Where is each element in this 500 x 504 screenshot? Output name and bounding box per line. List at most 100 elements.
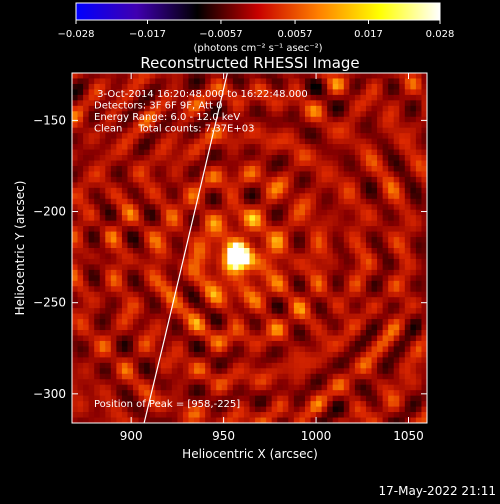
heatmap-cell [327, 127, 334, 134]
heatmap-cell [155, 308, 162, 315]
heatmap-cell [155, 215, 162, 222]
heatmap-cell [327, 73, 334, 79]
heatmap-cell [338, 406, 345, 413]
heatmap-cell [166, 133, 173, 140]
heatmap-cell [360, 215, 367, 222]
heatmap-cell [399, 89, 406, 96]
heatmap-cell [299, 89, 306, 96]
heatmap-cell [360, 384, 367, 391]
heatmap-cell [133, 346, 139, 353]
heatmap-cell [255, 100, 261, 107]
heatmap-cell [171, 176, 178, 183]
heatmap-cell [199, 231, 206, 238]
heatmap-cell [105, 176, 112, 183]
heatmap-cell [149, 253, 156, 260]
heatmap-cell [182, 105, 189, 112]
heatmap-cell [121, 237, 128, 243]
heatmap-cell [299, 335, 306, 342]
heatmap-cell [371, 417, 378, 423]
heatmap-cell [133, 226, 139, 232]
heatmap-cell [360, 269, 367, 276]
heatmap-cell [182, 384, 189, 391]
heatmap-cell [232, 253, 239, 260]
heatmap-cell [277, 127, 284, 134]
heatmap-cell [393, 390, 400, 397]
heatmap-cell [415, 368, 422, 375]
heatmap-cell [205, 171, 212, 178]
heatmap-cell [182, 78, 189, 85]
heatmap-cell [393, 105, 400, 112]
heatmap-cell [421, 269, 427, 276]
heatmap-cell [77, 390, 84, 397]
heatmap-cell [77, 313, 84, 320]
heatmap-cell [205, 379, 212, 386]
heatmap-cell [166, 319, 173, 325]
heatmap-cell [304, 357, 311, 364]
heatmap-cell [327, 395, 334, 402]
heatmap-cell [332, 330, 339, 336]
heatmap-cell [404, 406, 411, 413]
heatmap-cell [149, 89, 156, 96]
heatmap-cell [343, 100, 350, 107]
heatmap-cell [321, 406, 328, 413]
heatmap-cell [371, 412, 378, 418]
heatmap-cell [332, 160, 339, 167]
heatmap-cell [221, 209, 228, 216]
heatmap-cell [110, 193, 117, 200]
heatmap-cell [188, 226, 195, 232]
heatmap-cell [399, 412, 406, 418]
heatmap-cell [321, 133, 328, 140]
heatmap-cell [399, 94, 406, 101]
heatmap-cell [182, 220, 189, 227]
heatmap-cell [94, 73, 101, 79]
heatmap-cell [332, 335, 339, 342]
heatmap-cell [116, 242, 123, 249]
heatmap-cell [166, 100, 173, 107]
heatmap-cell [410, 133, 417, 140]
heatmap-cell [133, 242, 139, 249]
heatmap-cell [166, 286, 173, 293]
heatmap-cell [121, 165, 128, 172]
heatmap-cell [182, 100, 189, 107]
heatmap-cell [354, 122, 361, 129]
heatmap-cell [399, 193, 406, 200]
heatmap-cell [415, 83, 422, 90]
heatmap-cell [199, 368, 206, 375]
heatmap-cell [171, 209, 178, 216]
heatmap-cell [365, 187, 372, 194]
heatmap-cell [194, 193, 200, 200]
heatmap-cell [338, 220, 345, 227]
heatmap-cell [72, 406, 78, 413]
heatmap-cell [205, 78, 212, 85]
heatmap-cell [94, 280, 101, 287]
heatmap-cell [243, 280, 250, 287]
heatmap-cell [260, 368, 267, 375]
heatmap-cell [216, 258, 223, 265]
heatmap-cell [127, 324, 134, 331]
heatmap-cell [221, 269, 228, 276]
heatmap-cell [249, 335, 256, 342]
heatmap-cell [271, 417, 278, 423]
heatmap-cell [210, 313, 217, 320]
heatmap-cell [88, 231, 95, 238]
heatmap-cell [144, 160, 151, 167]
heatmap-cell [399, 357, 406, 364]
heatmap-cell [404, 242, 411, 249]
heatmap-cell [155, 237, 162, 243]
heatmap-cell [188, 193, 195, 200]
heatmap-cell [188, 286, 195, 293]
heatmap-cell [99, 302, 106, 309]
heatmap-cell [349, 171, 356, 178]
heatmap-cell [316, 346, 323, 353]
heatmap-cell [293, 335, 300, 342]
heatmap-cell [155, 149, 162, 156]
heatmap-cell [327, 248, 334, 254]
heatmap-cell [238, 89, 245, 96]
heatmap-cell [332, 231, 339, 238]
heatmap-cell [332, 83, 339, 90]
heatmap-cell [371, 395, 378, 402]
heatmap-cell [194, 401, 200, 407]
heatmap-cell [343, 242, 350, 249]
heatmap-cell [360, 193, 367, 200]
heatmap-cell [388, 373, 395, 380]
